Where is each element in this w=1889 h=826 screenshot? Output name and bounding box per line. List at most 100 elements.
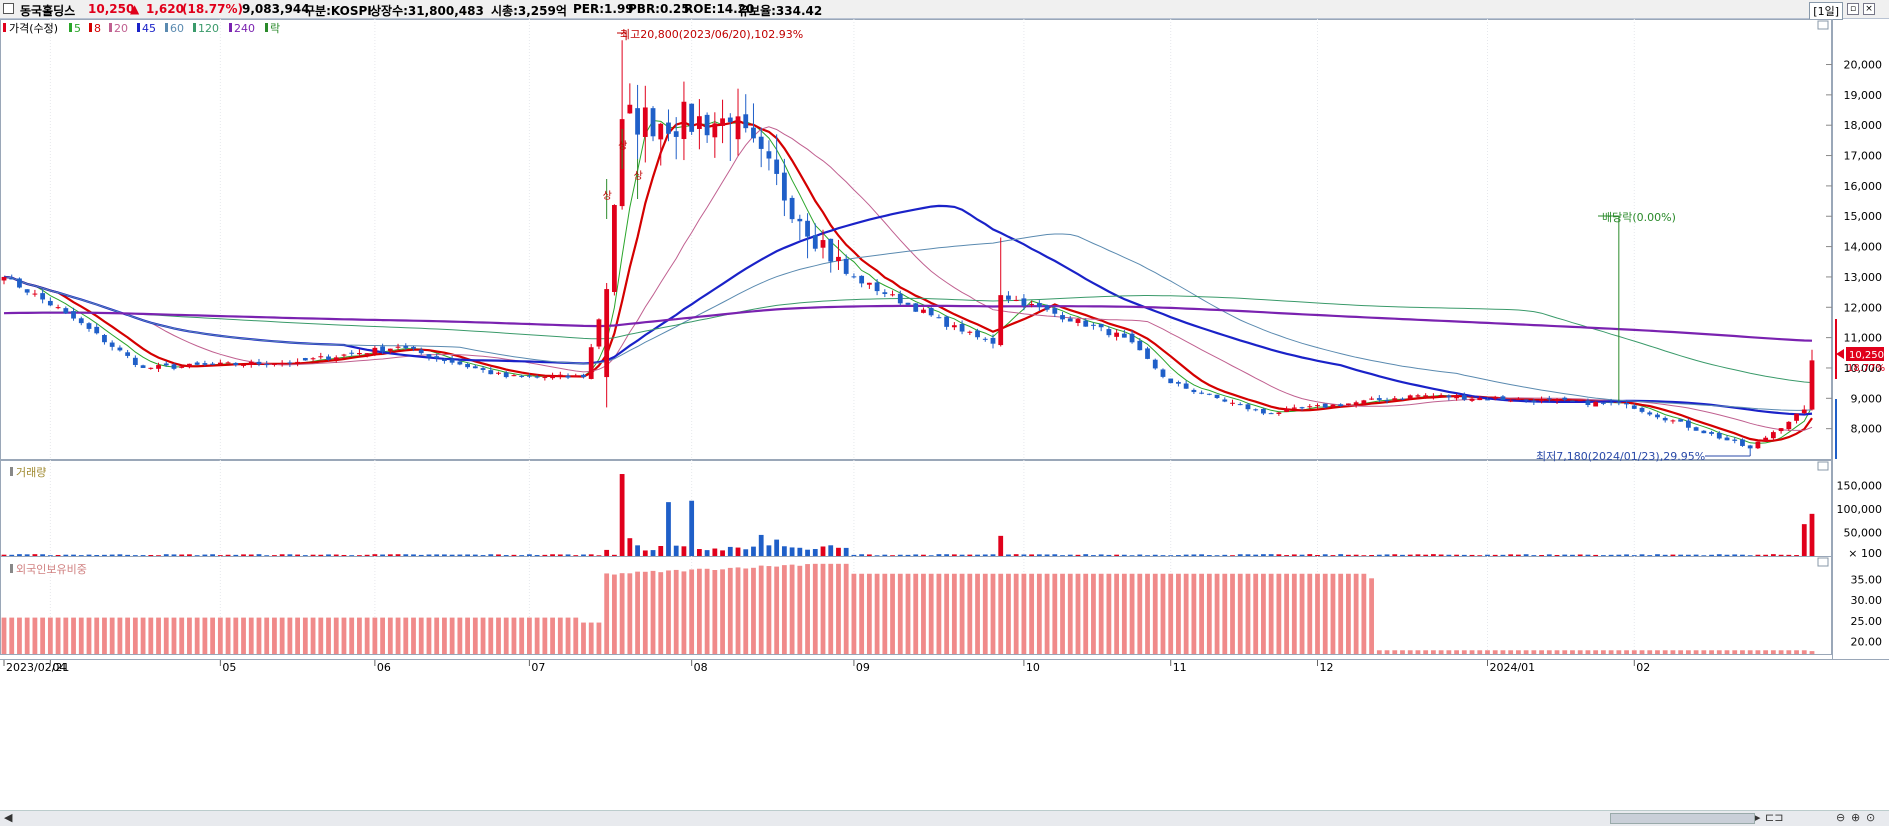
restore-icon[interactable]: ▫ [1847,3,1859,15]
candle [1647,410,1653,417]
volume-bar [1160,555,1166,556]
foreign-bar [1145,573,1150,654]
volume-bar [1245,554,1251,556]
candle [1801,405,1807,414]
foreign-bar [326,617,331,654]
volume-bar [202,554,208,556]
volume-bar [1029,554,1035,556]
volume-bar [1515,554,1521,556]
candle [882,289,888,298]
foreign-tick-label: 30.00 [1851,594,1883,607]
volume-bar [1299,554,1305,556]
candle [47,297,53,307]
candle [550,372,555,380]
volume-bar [1369,555,1374,556]
candle [1214,394,1220,399]
candle [1600,402,1606,406]
foreign-bar [751,567,756,654]
legend-ma-락: 락 [270,22,280,35]
foreign-bar [71,617,76,654]
candle [1291,404,1297,410]
volume-bar [1539,555,1544,556]
volume-bar [86,554,92,556]
candle [781,158,787,217]
scroll-thumb[interactable] [1610,813,1755,824]
foreign-bar [40,617,46,654]
volume-bar [326,554,331,556]
volume-tick-label: × 100 [1848,547,1882,560]
foreign-bar [588,622,594,654]
candle [1778,428,1784,434]
foreign-bar [1191,573,1197,654]
foreign-bar [241,617,246,654]
foreign-bar [1152,573,1158,654]
foreign-bar [1044,573,1050,654]
candle [488,367,494,375]
candle [1206,393,1212,396]
price-tick-label: 17,000 [1844,150,1883,163]
foreign-bar [295,617,301,654]
volume-bar [1600,555,1606,556]
volume-bar [1222,554,1228,556]
foreign-bar [1284,573,1289,654]
volume-bar [472,554,478,556]
scroll-right-icon[interactable]: ▶ [1752,811,1761,824]
stock-name[interactable]: 동국홀딩스 [20,4,76,18]
volume-bar [797,547,803,556]
zoom-reset-icon[interactable]: ⊙ [1866,811,1876,824]
foreign-bar [395,617,401,654]
volume-bar [418,554,424,556]
foreign-bar [781,565,787,654]
candle [959,320,965,335]
foreign-bar [310,617,316,654]
foreign-bar [1539,650,1544,654]
close-icon[interactable]: × [1863,3,1875,15]
volume-bar [689,500,695,556]
period-selector[interactable]: [1일] [1809,2,1843,20]
foreign-bar [851,573,857,654]
volume-bar [1091,555,1096,556]
pbr-value: PBR:0.25 [628,2,690,16]
zoom-out-icon[interactable]: ⊖ [1836,811,1846,824]
horizontal-scrollbar[interactable]: ◀ ▶ ⊏⊐ ⊖ ⊕ ⊙ [0,810,1889,826]
foreign-bar [102,617,107,654]
candle [936,314,942,319]
chart-area[interactable]: 20,000 19,000 18,000 17,000 16,000 15,000 14,0… [0,19,1889,810]
volume-bar [619,474,625,556]
candle [1407,394,1413,400]
candle [117,345,123,352]
candle [395,343,401,352]
foreign-bar [1245,573,1251,654]
candle [1438,393,1444,397]
foreign-bar [882,573,888,654]
volume-bar [1624,554,1629,556]
candle [1152,358,1158,370]
select-checkbox[interactable] [3,3,14,14]
scale-icon[interactable]: ⊏⊐ [1765,811,1784,824]
volume-bar [1060,555,1065,556]
candle [1415,393,1421,400]
candle [78,316,84,326]
foreign-bar [163,617,169,654]
volume-bar [905,554,911,556]
volume-bar [527,554,532,556]
candle [1508,398,1514,403]
scroll-left-icon[interactable]: ◀ [4,811,13,824]
legend-ma-20: 20 [114,22,128,35]
foreign-bar [905,573,911,654]
foreign-bar [63,617,69,654]
volume-bar [503,555,509,556]
foreign-bar [1562,650,1568,654]
candle [1137,338,1143,351]
zoom-in-icon[interactable]: ⊕ [1851,811,1861,824]
foreign-bar [982,573,988,654]
candle [449,355,455,365]
foreign-bar [928,573,934,654]
last-price-label: 10,250 [1849,350,1884,361]
x-tick-label: 08 [694,661,708,674]
volume-bar [1338,554,1344,556]
foreign-bar [9,617,15,654]
foreign-bar [125,617,131,654]
candle [1670,419,1676,424]
foreign-bar [990,573,996,654]
